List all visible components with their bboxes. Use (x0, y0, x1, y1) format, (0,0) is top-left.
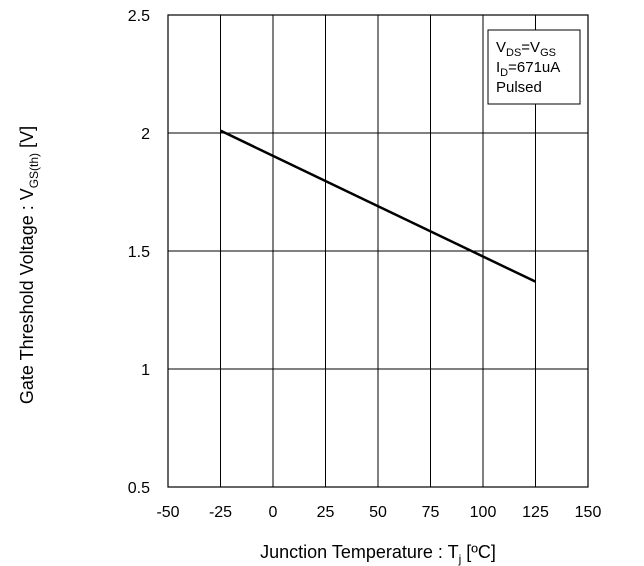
y-tick-label: 0.5 (128, 480, 150, 497)
series-layer (219, 129, 537, 283)
annotation-line: ID=671uA (496, 59, 560, 79)
annotation-frame (487, 29, 581, 105)
y-tick-label: 2 (141, 126, 150, 143)
x-tick-labels: -50 -25 0 25 50 75 100 125 150 (156, 504, 601, 521)
x-tick-label: 75 (422, 504, 440, 521)
x-tick-label: 150 (575, 504, 602, 521)
annotation-line: Pulsed (496, 79, 542, 96)
x-tick-label: -50 (156, 504, 179, 521)
x-axis-label-sub: j (458, 552, 462, 566)
y-axis-label-sub: GS(th) (27, 153, 41, 188)
y-tick-label: 2.5 (128, 8, 150, 25)
x-tick-label: -25 (209, 504, 232, 521)
y-axis-label-prefix: Gate Threshold Voltage : V (17, 188, 37, 404)
annotation-line: VDS=VGS (496, 39, 556, 59)
y-axis-label: Gate Threshold Voltage : VGS(th) [V] (17, 126, 41, 404)
x-tick-label: 50 (369, 504, 387, 521)
y-tick-label: 1 (141, 362, 150, 379)
y-tick-labels: 0.5 1 1.5 2 2.5 (128, 8, 150, 497)
x-tick-label: 25 (317, 504, 335, 521)
x-axis-label-suffix: [ºC] (461, 542, 496, 562)
x-tick-label: 0 (269, 504, 278, 521)
y-tick-label: 1.5 (128, 244, 150, 261)
x-tick-label: 100 (470, 504, 497, 521)
y-axis-label-suffix: [V] (17, 126, 37, 153)
x-axis-label-prefix: Junction Temperature : T (260, 542, 458, 562)
series-line (219, 129, 537, 283)
x-tick-label: 125 (522, 504, 549, 521)
x-axis-label: Junction Temperature : Tj [ºC] (260, 542, 496, 566)
plot-frame (167, 14, 589, 488)
